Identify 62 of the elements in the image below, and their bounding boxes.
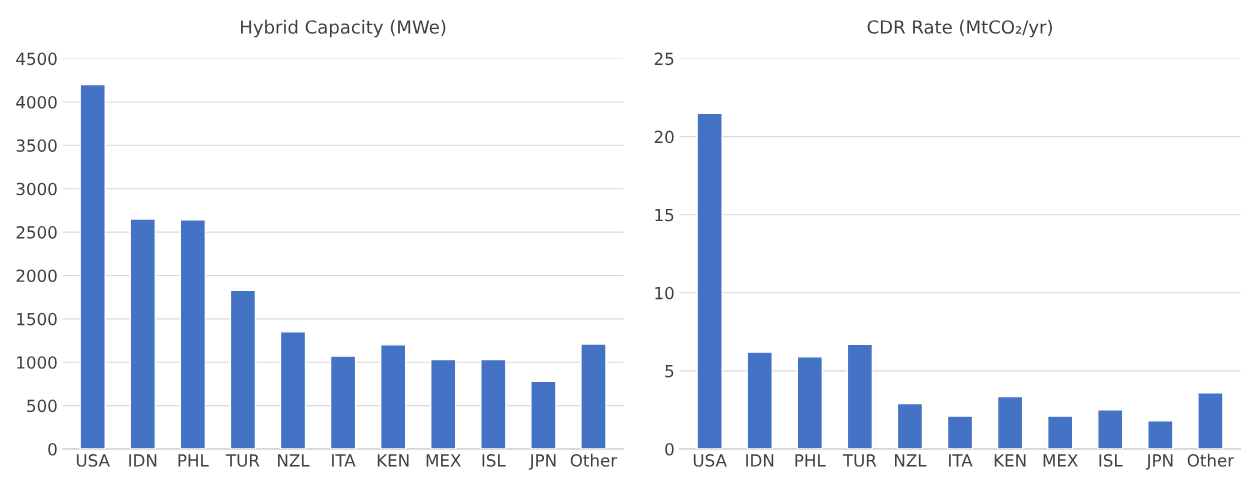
bar	[530, 380, 557, 449]
bar	[846, 343, 874, 449]
bar	[746, 351, 773, 449]
x-tick-label: KEN	[994, 454, 1026, 467]
bar	[480, 358, 507, 449]
y-tick-label: 1500	[17, 312, 57, 326]
y-tick-label: 3500	[16, 139, 57, 152]
y-tick-label: 500	[27, 399, 57, 413]
x-tick-label: MEX	[1043, 454, 1078, 467]
y-tick-label: 2500	[16, 226, 57, 239]
x-tick-label: USA	[693, 454, 727, 467]
bar	[1046, 415, 1074, 449]
bar	[946, 415, 974, 449]
x-tick-label: ISL	[482, 454, 506, 467]
bar	[580, 343, 607, 449]
x-tick-label: Other	[1187, 453, 1235, 467]
y-tick-label: 0	[665, 442, 674, 456]
bar	[79, 83, 106, 449]
bar	[1197, 392, 1224, 449]
y-tick-label: 4000	[16, 95, 57, 109]
y-tick-label: 0	[48, 442, 57, 456]
x-tick-label: IDN	[746, 454, 774, 467]
x-tick-label: NZL	[278, 454, 310, 467]
chart-title: CDR Rate (MtCO₂/yr)	[867, 19, 1052, 38]
bar	[329, 355, 357, 449]
y-tick-label: 3000	[16, 182, 57, 196]
bar	[379, 344, 407, 449]
x-tick-label: MEX	[426, 454, 461, 467]
bar	[179, 219, 207, 449]
y-tick-label: 25	[654, 52, 674, 66]
y-tick-label: 5	[665, 365, 674, 378]
y-tick-label: 20	[654, 130, 674, 144]
x-tick-label: PHL	[178, 454, 209, 467]
bar	[996, 395, 1024, 449]
bar	[129, 218, 156, 449]
x-tick-label: TUR	[842, 454, 877, 467]
x-tick-label: KEN	[377, 454, 409, 467]
x-tick-label: JPN	[528, 454, 556, 470]
bar	[796, 356, 824, 449]
bar	[279, 331, 307, 449]
x-tick-label: USA	[76, 454, 110, 467]
bar	[1097, 409, 1124, 449]
y-tick-label: 10	[655, 286, 674, 300]
x-tick-label: IDN	[129, 454, 157, 467]
bar	[896, 402, 924, 449]
bar	[696, 112, 723, 449]
y-tick-label: 4500	[16, 52, 57, 66]
x-tick-label: NZL	[895, 454, 927, 467]
x-tick-label: ITA	[332, 454, 356, 467]
x-tick-label: PHL	[795, 454, 826, 467]
x-tick-label: JPN	[1145, 454, 1173, 470]
chart-title: Hybrid Capacity (MWe)	[241, 19, 446, 38]
y-tick-label: 1000	[17, 356, 57, 369]
y-tick-label: 15	[655, 208, 674, 222]
y-tick-label: 2000	[16, 269, 57, 283]
bar	[229, 289, 257, 449]
x-tick-label: ITA	[949, 454, 973, 467]
bar	[430, 358, 457, 449]
bar	[1147, 420, 1174, 449]
x-tick-label: ISL	[1099, 454, 1123, 467]
x-tick-label: Other	[570, 453, 618, 467]
x-tick-label: TUR	[225, 454, 260, 467]
